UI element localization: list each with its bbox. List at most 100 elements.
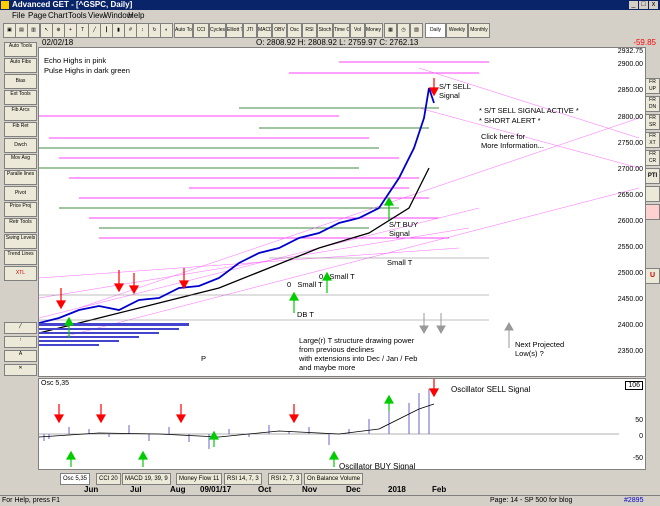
y-label: 2700.00 <box>617 166 643 173</box>
chart-icon[interactable]: ▨ <box>410 23 423 38</box>
toolbar: ▣ ▤ ▥ ↖ ⊕ + T ╱ ┃ ▮ # ↕ ↻ ◐ Auto Tools C… <box>0 21 660 39</box>
right-tool-pti[interactable]: PTI <box>645 168 660 184</box>
tool-stoch[interactable]: Stoch <box>317 23 333 38</box>
tool-cycles[interactable]: Cycles <box>209 23 226 38</box>
small-t-2: 0 Small T <box>319 272 355 281</box>
osc-buy-note: Oscillator BUY Signal <box>339 462 416 470</box>
tool-time-cycle[interactable]: Time Cycle <box>333 23 350 38</box>
echo-highs-note: Echo Highs in pink <box>44 56 107 65</box>
crosshair-icon[interactable]: + <box>64 23 77 38</box>
left-tool-fib-arcs[interactable]: Fib Arcs <box>4 106 37 121</box>
tool-osc[interactable]: Osc <box>287 23 302 38</box>
bars-icon[interactable]: ┃ <box>100 23 113 38</box>
menu-file[interactable]: File <box>12 11 25 20</box>
minimize-button[interactable]: _ <box>629 1 638 9</box>
tab-osc[interactable]: Osc 5,35 <box>60 473 91 485</box>
menu-chart[interactable]: Chart <box>48 11 68 20</box>
tool-macd[interactable]: MACD <box>257 23 272 38</box>
right-tool-fr-cr[interactable]: FR CR <box>645 150 660 166</box>
tab-money-flow[interactable]: Money Flow 11 <box>176 473 223 485</box>
right-tool-blank2[interactable] <box>645 204 660 220</box>
tool-vol[interactable]: Vol <box>350 23 365 38</box>
maximize-button[interactable]: □ <box>639 1 648 9</box>
save-icon[interactable]: ▤ <box>15 23 28 38</box>
left-tool-xtl[interactable]: XTL <box>4 266 37 281</box>
tab-macd[interactable]: MACD 19, 39, 9 <box>122 473 171 485</box>
tool-auto-tools[interactable]: Auto Tools <box>174 23 193 38</box>
menu-help[interactable]: Help <box>128 11 145 20</box>
left-tool-mov-avg[interactable]: Mov Avg <box>4 154 37 169</box>
left-tool-dwch[interactable]: Dwch <box>4 138 37 153</box>
left-tool-retr[interactable]: Retr Tools <box>4 218 37 233</box>
tool-elliott[interactable]: Elliott Trig <box>226 23 243 38</box>
menu-window[interactable]: Window <box>104 11 133 20</box>
osc-tick: 0 <box>639 433 643 440</box>
calendar-icon[interactable]: ▦ <box>384 23 397 38</box>
osc-tick: -50 <box>632 455 643 462</box>
tab-rsi-14[interactable]: RSI 14, 7, 3 <box>224 473 262 485</box>
y-label: 2800.00 <box>617 114 643 121</box>
close-button[interactable]: x <box>649 1 658 9</box>
status-bar: For Help, press F1 Page: 14 - SP 500 for… <box>0 495 660 506</box>
alert-short: * SHORT ALERT * <box>479 116 541 125</box>
osc-label: Osc 5,35 <box>41 380 70 387</box>
right-tool-u[interactable]: U <box>645 268 660 284</box>
right-tool-blank1[interactable] <box>645 186 660 202</box>
menu-page[interactable]: Page <box>28 11 47 20</box>
y-label: 2500.00 <box>617 270 643 277</box>
left-tool-auto-fibs[interactable]: Auto Fibs <box>4 58 37 73</box>
print-icon[interactable]: ▥ <box>27 23 40 38</box>
left-tool-auto-tools[interactable]: Auto Tools <box>4 42 37 57</box>
st-buy-note: S/T BUY Signal <box>389 220 419 238</box>
tool-obv[interactable]: OBV <box>272 23 287 38</box>
left-tool-price-proj[interactable]: Price Proj <box>4 202 37 217</box>
y-label: 2750.00 <box>617 140 643 147</box>
right-tool-fr-sr[interactable]: FR SR <box>645 114 660 130</box>
osc-sell-note: Oscillator SELL Signal <box>451 385 531 394</box>
p-marker: P <box>201 354 207 363</box>
tab-obv[interactable]: On Balance Volume <box>304 473 364 485</box>
oscillator-panel[interactable]: Osc 5,35 106 50 0 -50 Oscillator SELL Si… <box>38 378 646 470</box>
tool-money-flow[interactable]: Money Flow <box>365 23 383 38</box>
small-t-1: Small T <box>387 258 413 267</box>
tab-cci[interactable]: CCI 20 <box>96 473 121 485</box>
left-tool-pivot[interactable]: Pivot <box>4 186 37 201</box>
tool-cci[interactable]: CCI <box>193 23 209 38</box>
time-axis: Jun Jul Aug 09/01/17 Oct Nov Dec 2018 Fe… <box>40 485 640 494</box>
label-tool-icon[interactable]: A <box>4 350 37 362</box>
app-icon <box>1 1 9 9</box>
tool-rsi[interactable]: RSI <box>302 23 317 38</box>
menu-tools[interactable]: Tools <box>68 11 87 20</box>
more-info-link[interactable]: Click here for More Information... <box>481 132 544 150</box>
right-tool-fr-xt[interactable]: FR XT <box>645 132 660 148</box>
left-tool-swing[interactable]: Swing Levels <box>4 234 37 249</box>
left-tool-parallel[interactable]: Paralle lines <box>4 170 37 185</box>
tab-rsi-2[interactable]: RSI 2, 7, 3 <box>268 473 303 485</box>
left-tool-ext[interactable]: Ext Tools <box>4 90 37 105</box>
tool-jti[interactable]: JTI <box>243 23 257 38</box>
menu-view[interactable]: View <box>88 11 106 20</box>
status-count: #2895 <box>624 497 644 504</box>
osc-tick: 106 <box>625 381 643 390</box>
right-tool-fr-up[interactable]: FR UP <box>645 78 660 94</box>
left-tool-bias[interactable]: Bias <box>4 74 37 89</box>
month-label: Jun <box>84 485 99 494</box>
price-chart[interactable]: 2932.75 2900.00 2850.00 2800.00 2750.00 … <box>38 47 646 377</box>
left-tool-fib-ret[interactable]: Fib Ret <box>4 122 37 137</box>
price-chart-svg <box>39 61 640 348</box>
y-label-top: 2932.75 <box>617 48 643 55</box>
tab-weekly[interactable]: Weekly <box>446 23 468 38</box>
left-tool-trend-lines[interactable]: Trend Lines <box>4 250 37 265</box>
arrow-tool-icon[interactable]: ↑ <box>4 336 37 348</box>
text-icon[interactable]: T <box>76 23 89 38</box>
tab-daily[interactable]: Daily <box>425 23 446 38</box>
color-icon[interactable]: ◐ <box>160 23 173 38</box>
line-tool-icon[interactable]: ╱ <box>4 322 37 334</box>
tab-monthly[interactable]: Monthly <box>468 23 490 38</box>
clock-icon[interactable]: ◷ <box>397 23 410 38</box>
month-label: 2018 <box>388 485 406 494</box>
y-label: 2900.00 <box>617 61 643 68</box>
left-toolbar: Auto Tools Auto Fibs Bias Ext Tools Fib … <box>0 38 40 488</box>
right-tool-fr-dn[interactable]: FR DN <box>645 96 660 112</box>
delete-tool-icon[interactable]: ✕ <box>4 364 37 376</box>
